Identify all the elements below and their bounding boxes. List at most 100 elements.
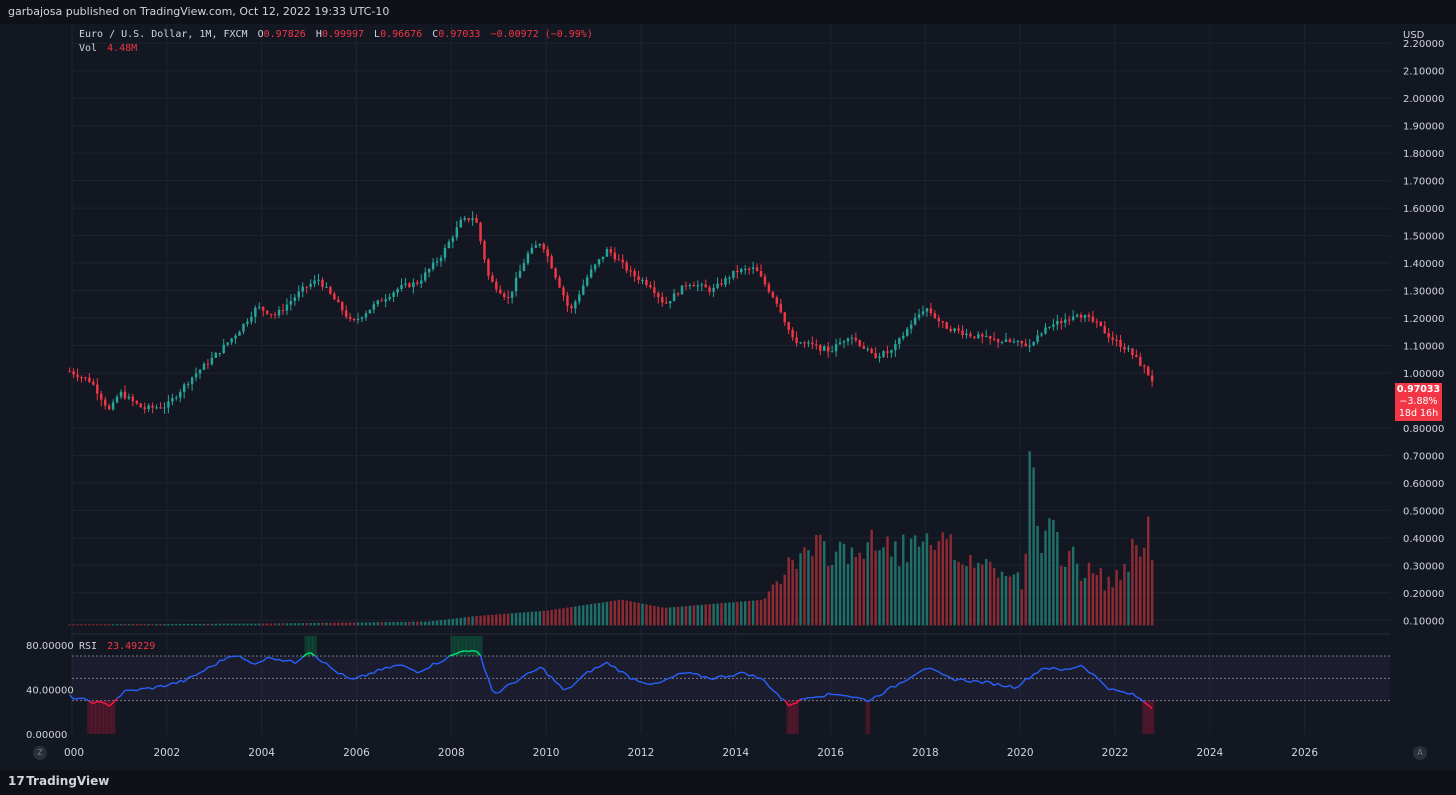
candle-body — [771, 291, 775, 298]
volume-bar — [420, 621, 423, 626]
volume-bar — [1024, 553, 1027, 626]
rsi-line-segment — [341, 672, 347, 678]
rsi-line-segment — [499, 687, 505, 693]
rsi-line-segment — [792, 702, 797, 705]
rsi-line-segment — [322, 661, 327, 664]
price-tick-label: 1.90000 — [1403, 122, 1444, 133]
rsi-line-segment — [879, 693, 884, 697]
volume-bar — [680, 606, 684, 626]
rsi-line-segment — [120, 689, 126, 696]
volume-bar — [724, 602, 727, 626]
candle-body — [96, 384, 99, 394]
volume-bar — [483, 615, 486, 626]
close-label: C — [432, 29, 439, 40]
candle-body — [996, 339, 1000, 343]
candle-body — [76, 374, 79, 378]
candle-body — [1083, 314, 1087, 318]
volume-bar — [131, 624, 135, 626]
candle-body — [732, 270, 735, 278]
volume-bar — [838, 541, 842, 626]
candle-body — [609, 249, 613, 253]
candle-body — [629, 270, 632, 272]
candle-body — [1064, 319, 1067, 323]
rsi-line-segment — [405, 665, 410, 670]
volume-bar — [356, 622, 360, 626]
rsi-line-segment — [69, 694, 75, 700]
symbol-name[interactable]: Euro / U.S. Dollar, 1M, FXCM — [79, 29, 248, 40]
price-tick-label: 2.10000 — [1403, 67, 1444, 78]
volume-bar — [443, 619, 447, 626]
volume-bar — [898, 566, 901, 626]
rsi-line-segment — [227, 655, 232, 658]
rsi-line-segment — [986, 680, 991, 683]
rsi-overbought-zone — [304, 636, 309, 657]
candle-body — [570, 305, 573, 309]
rsi-line-segment — [373, 668, 379, 674]
rsi-line-segment — [420, 668, 426, 673]
candle-body — [143, 407, 146, 409]
volume-bar — [1012, 574, 1016, 626]
volume-bar — [613, 600, 617, 626]
candle-body — [352, 318, 356, 320]
volume-bar — [1020, 589, 1024, 626]
candle-body — [250, 316, 253, 322]
candle-body — [1087, 314, 1091, 317]
candle-body — [747, 268, 751, 270]
rsi-line-segment — [725, 675, 730, 679]
auto-scale-button[interactable]: A — [1413, 746, 1427, 760]
candle-body — [842, 341, 846, 343]
rsi-line-segment — [1139, 698, 1145, 703]
volume-bar — [127, 624, 131, 626]
rsi-line-segment — [804, 697, 809, 700]
candle-body — [111, 402, 115, 410]
candle-body — [688, 284, 692, 286]
volume-bar — [202, 623, 206, 626]
candle-body — [1139, 356, 1142, 366]
volume-bar — [1139, 556, 1142, 626]
candle-body — [530, 247, 534, 254]
last-price: 0.97033 — [1396, 384, 1441, 395]
volume-bar — [514, 612, 518, 626]
rsi-line-segment — [894, 682, 900, 688]
volume-bar — [949, 534, 952, 626]
candle-body — [728, 277, 731, 279]
candle-body — [1135, 355, 1138, 357]
rsi-overbought-zone — [470, 636, 475, 657]
candle-body — [1131, 348, 1134, 356]
volume-bar — [317, 622, 320, 626]
rsi-label[interactable]: RSI — [79, 641, 98, 652]
rsi-line-segment — [535, 666, 541, 671]
tradingview-brand[interactable]: 17 TradingView — [8, 774, 109, 788]
rsi-line-segment — [531, 669, 537, 673]
rsi-line-segment — [314, 655, 320, 661]
rsi-line-segment — [503, 683, 509, 689]
rsi-line-segment — [1049, 666, 1054, 670]
volume-bar — [668, 607, 672, 626]
volume-bar — [297, 623, 301, 626]
candle-body — [1036, 335, 1039, 342]
candle-body — [333, 293, 336, 300]
volume-bar — [499, 614, 502, 626]
volume-bar — [376, 622, 380, 626]
volume-bar — [1060, 565, 1063, 626]
volume-bar — [787, 557, 790, 626]
rsi-line-segment — [1021, 678, 1027, 685]
rsi-line-segment — [721, 675, 726, 679]
rsi-line-segment — [958, 678, 963, 681]
rsi-line-segment — [187, 675, 193, 679]
candle-body — [846, 338, 850, 342]
candle-body — [542, 243, 545, 250]
volume-label[interactable]: Vol — [79, 43, 98, 54]
zoom-button[interactable]: Z — [33, 746, 47, 760]
rsi-line-segment — [634, 678, 639, 683]
rsi-line-segment — [492, 690, 497, 694]
rsi-line-segment — [669, 675, 675, 679]
volume-bar — [937, 541, 941, 626]
rsi-line-segment — [827, 692, 833, 696]
rsi-line-segment — [574, 678, 580, 684]
rsi-line-segment — [788, 703, 793, 707]
volume-bar — [179, 623, 182, 626]
volume-bar — [874, 550, 877, 626]
candle-body — [799, 342, 802, 344]
